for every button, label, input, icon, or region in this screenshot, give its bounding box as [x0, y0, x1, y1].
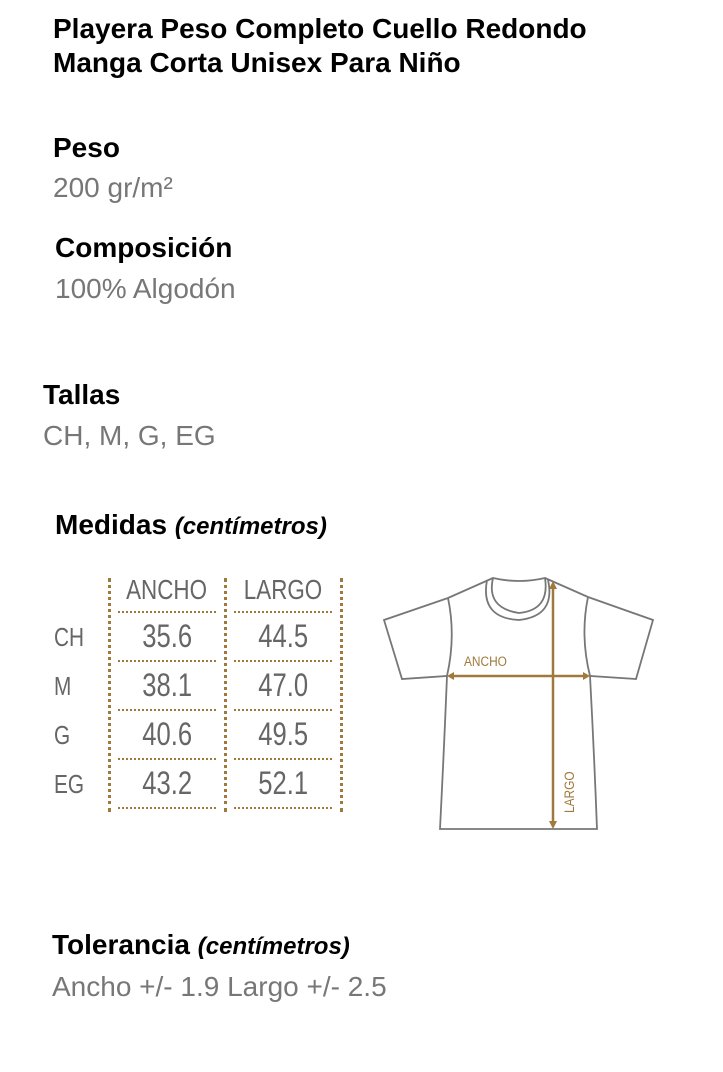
medidas-unit: (centímetros)	[174, 513, 327, 540]
row-divider	[234, 807, 332, 809]
title-line-2: Manga Corta Unisex Para Niño	[53, 47, 461, 78]
tallas-value: CH, M, G, EG	[43, 420, 216, 451]
row-divider	[118, 709, 216, 711]
size-label: G	[54, 720, 71, 750]
size-label: M	[54, 671, 72, 701]
cell-ancho: 38.1	[142, 667, 192, 703]
cell-ancho: 43.2	[142, 765, 192, 801]
divider	[224, 578, 227, 812]
row-divider	[118, 611, 216, 613]
row-divider	[234, 660, 332, 662]
largo-label: LARGO	[561, 771, 577, 813]
row-divider	[118, 807, 216, 809]
cell-largo: 47.0	[258, 667, 308, 703]
divider	[340, 578, 343, 812]
peso-label: Peso	[53, 132, 120, 163]
row-divider	[118, 660, 216, 662]
peso-value: 200 gr/m²	[53, 172, 173, 203]
header-largo: LARGO	[243, 574, 323, 605]
tolerancia-value: Ancho +/- 1.9 Largo +/- 2.5	[52, 971, 387, 1002]
cell-largo: 49.5	[258, 716, 308, 752]
size-label: CH	[54, 622, 85, 652]
product-title: Playera Peso Completo Cuello Redondo Man…	[53, 12, 587, 80]
ancho-label: ANCHO	[464, 653, 507, 669]
tolerancia-unit: (centímetros)	[197, 933, 350, 960]
row-divider	[234, 709, 332, 711]
tolerancia-label: Tolerancia	[52, 929, 190, 960]
row-divider	[118, 758, 216, 760]
row-divider	[234, 758, 332, 760]
header-ancho: ANCHO	[126, 574, 208, 605]
divider	[108, 578, 111, 812]
tolerancia-heading: Tolerancia (centímetros)	[52, 929, 350, 961]
medidas-heading: Medidas (centímetros)	[55, 509, 327, 541]
composicion-label: Composición	[55, 232, 233, 263]
title-line-1: Playera Peso Completo Cuello Redondo	[53, 13, 587, 44]
cell-largo: 44.5	[258, 618, 308, 654]
composicion-value: 100% Algodón	[55, 273, 236, 304]
tshirt-outline	[382, 577, 655, 830]
cell-largo: 52.1	[258, 765, 308, 801]
cell-ancho: 35.6	[142, 618, 192, 654]
tallas-label: Tallas	[43, 379, 121, 410]
row-divider	[234, 611, 332, 613]
medidas-label: Medidas	[55, 509, 168, 540]
cell-ancho: 40.6	[142, 716, 192, 752]
size-label: EG	[54, 769, 85, 799]
